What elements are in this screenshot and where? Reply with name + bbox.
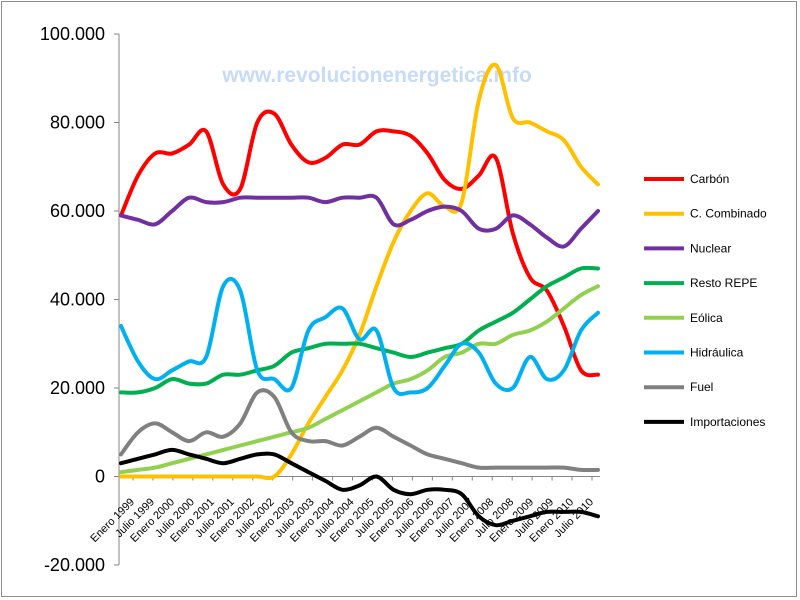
legend: Carbón C. Combinado Nuclear Resto REPE Eólic… [644, 172, 767, 429]
y-tick-label: 20.000 [50, 378, 105, 398]
y-tick-label: 0 [95, 467, 105, 487]
legend-label-hidraulica: Hidráulica [690, 346, 744, 360]
series-line-eolica [119, 284, 600, 475]
series-line-nuclear [119, 193, 600, 249]
y-tick-label: 80.000 [50, 113, 105, 133]
legend-label-importaciones: Importaciones [690, 415, 765, 429]
legend-label-carbon: Carbón [690, 172, 729, 186]
series-line-c-combinado [119, 62, 600, 481]
legend-label-eolica: Eólica [690, 311, 723, 325]
series-line-resto-repe [119, 265, 600, 395]
watermark-text: www.revolucionenergetica.info [221, 64, 532, 87]
series-line-carbon [119, 109, 600, 378]
y-tick-label: 60.000 [50, 201, 105, 221]
legend-label-resto-repe: Resto REPE [690, 276, 757, 290]
series-line-importaciones [119, 447, 600, 528]
series-lines [119, 62, 600, 528]
y-tick-label: 40.000 [50, 290, 105, 310]
y-tick-label: -20.000 [44, 555, 105, 575]
legend-label-nuclear: Nuclear [690, 241, 731, 255]
legend-label-fuel: Fuel [690, 380, 713, 394]
y-tick-label: 100.000 [40, 24, 105, 44]
series-line-fuel [119, 388, 600, 473]
legend-label-c-combinado: C. Combinado [690, 207, 767, 221]
series-line-hidraulica [119, 277, 600, 397]
y-axis: -20.000 0 20.000 40.000 60.000 80.000 100.000 [40, 24, 119, 575]
